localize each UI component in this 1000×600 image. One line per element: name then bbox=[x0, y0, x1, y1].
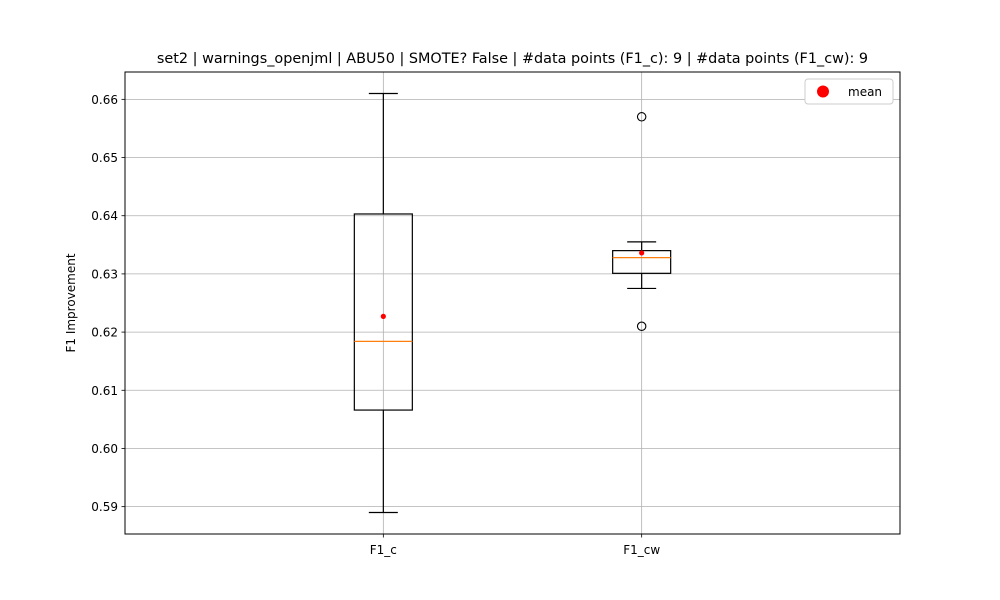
x-axis: F1_c F1_cw bbox=[370, 534, 660, 557]
y-tick-label: 0.60 bbox=[91, 442, 118, 456]
x-tick-label: F1_cw bbox=[623, 543, 660, 557]
y-axis: 0.59 0.60 0.61 0.62 0.63 0.64 0.65 0.66 bbox=[91, 93, 125, 514]
y-axis-label: F1 Improvement bbox=[64, 253, 78, 352]
iqr-box bbox=[353, 213, 413, 411]
box-series bbox=[353, 92, 672, 514]
y-tick-label: 0.61 bbox=[91, 384, 118, 398]
outlier-point bbox=[636, 112, 647, 122]
box-F1_cw bbox=[612, 112, 672, 332]
chart-title: set2 | warnings_openjml | ABU50 | SMOTE?… bbox=[157, 51, 868, 67]
legend-frame bbox=[804, 78, 894, 105]
box-F1_c bbox=[353, 92, 413, 514]
mean-marker bbox=[639, 250, 645, 256]
legend-mean-label: mean bbox=[848, 85, 882, 99]
grid-lines bbox=[125, 72, 900, 534]
outlier-point bbox=[636, 321, 647, 332]
legend: mean bbox=[804, 78, 894, 105]
y-tick-label: 0.65 bbox=[91, 151, 118, 165]
y-tick-label: 0.63 bbox=[91, 267, 118, 281]
x-tick-label: F1_c bbox=[370, 543, 397, 557]
legend-mean-marker bbox=[817, 85, 829, 98]
y-tick-label: 0.59 bbox=[91, 500, 118, 514]
y-tick-label: 0.62 bbox=[91, 326, 118, 340]
y-tick-label: 0.66 bbox=[91, 93, 118, 107]
plot-frame bbox=[124, 71, 901, 535]
mean-marker bbox=[380, 313, 386, 319]
y-tick-label: 0.64 bbox=[91, 209, 118, 223]
